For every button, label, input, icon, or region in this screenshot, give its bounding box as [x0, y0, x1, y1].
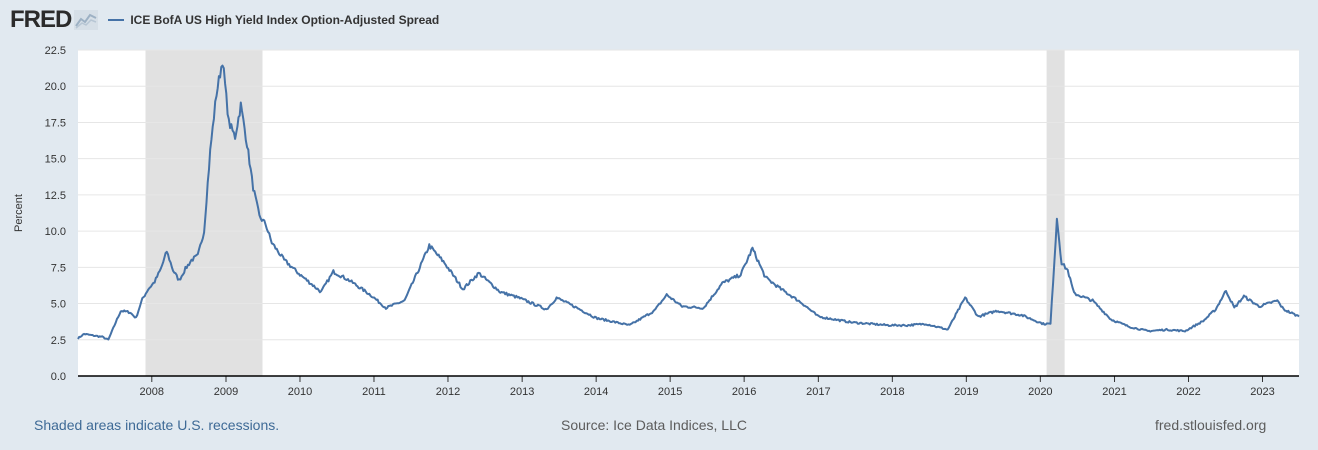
- chart-header: FRED ICE BofA US High Yield Index Option…: [10, 6, 439, 34]
- x-tick-label: 2018: [880, 386, 904, 398]
- x-tick-label: 2009: [214, 386, 238, 398]
- y-tick-label: 0.0: [51, 371, 66, 383]
- y-tick-label: 10.0: [45, 226, 66, 238]
- y-tick-label: 22.5: [45, 45, 66, 57]
- site-link[interactable]: fred.stlouisfed.org: [1155, 417, 1267, 433]
- recession-shading: [145, 50, 1065, 376]
- plot-area: [78, 50, 1299, 376]
- series-line-high-yield-spread[interactable]: [77, 64, 1300, 341]
- x-tick-label: 2014: [584, 386, 608, 398]
- recession-band: [1046, 50, 1065, 376]
- x-tick-label: 2016: [732, 386, 756, 398]
- y-axis-ticks: 0.0 2.5 5.0 7.5 10.0 12.5 15.0 17.5 20.0 22.5: [45, 45, 66, 383]
- y-tick-label: 12.5: [45, 190, 66, 202]
- y-tick-label: 2.5: [51, 335, 66, 347]
- source-text: Source: Ice Data Indices, LLC: [561, 417, 747, 433]
- y-tick-label: 7.5: [51, 262, 66, 274]
- y-tick-label: 17.5: [45, 117, 66, 129]
- x-tick-label: 2011: [362, 386, 386, 398]
- line-chart[interactable]: 0.0 2.5 5.0 7.5 10.0 12.5 15.0 17.5 20.0 22.5 200…: [0, 0, 1318, 410]
- fred-logo[interactable]: FRED: [10, 6, 72, 33]
- x-tick-label: 2017: [806, 386, 830, 398]
- x-axis-ticks: 2008 2009 2010 2011 2012 2013 2014 2015 2016 2017…: [140, 376, 1275, 398]
- legend-label: ICE BofA US High Yield Index Option-Adju…: [130, 13, 440, 27]
- recession-band: [145, 50, 263, 376]
- x-tick-label: 2015: [658, 386, 682, 398]
- x-tick-label: 2021: [1102, 386, 1126, 398]
- legend-entry[interactable]: ICE BofA US High Yield Index Option-Adju…: [108, 13, 439, 27]
- y-tick-label: 5.0: [51, 299, 66, 311]
- legend-line-swatch: [108, 19, 125, 21]
- x-tick-label: 2019: [954, 386, 978, 398]
- x-tick-label: 2023: [1250, 386, 1274, 398]
- y-axis-label: Percent: [13, 194, 25, 232]
- x-tick-label: 2012: [436, 386, 460, 398]
- x-tick-label: 2010: [288, 386, 312, 398]
- fred-logo-chart-icon: [74, 10, 99, 30]
- x-tick-label: 2022: [1176, 386, 1200, 398]
- y-tick-label: 15.0: [45, 154, 66, 166]
- x-tick-label: 2020: [1028, 386, 1052, 398]
- recession-note-link[interactable]: Shaded areas indicate U.S. recessions.: [34, 417, 280, 433]
- x-tick-label: 2008: [140, 386, 164, 398]
- x-tick-label: 2013: [510, 386, 534, 398]
- y-tick-label: 20.0: [45, 81, 66, 93]
